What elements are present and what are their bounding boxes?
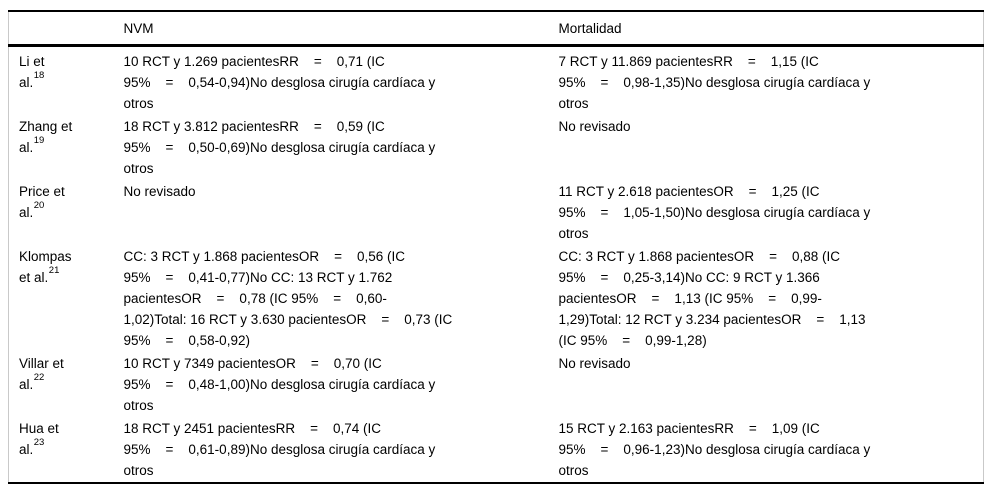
- study-label: Hua et al.: [19, 421, 59, 457]
- reference-superscript: 21: [48, 264, 60, 276]
- study-cell: Klompas et al.21: [9, 245, 114, 352]
- column-header-study: [9, 11, 114, 46]
- mortalidad-cell: CC: 3 RCT y 1.868 pacientesOR = 0,88 (IC…: [558, 249, 866, 348]
- study-comparison-table: NVM Mortalidad Li et al.18 10 RCT y 1.26…: [8, 10, 984, 484]
- study-cell: Zhang et al.19: [9, 115, 114, 180]
- reference-superscript: 18: [33, 69, 45, 81]
- reference-superscript: 22: [33, 371, 45, 383]
- mortalidad-cell: No revisado: [558, 119, 631, 134]
- study-label: Li et al.: [19, 54, 45, 90]
- table-row: Li et al.18 10 RCT y 1.269 pacientesRR =…: [9, 46, 984, 116]
- table-row: Villar et al.22 10 RCT y 7349 pacientesO…: [9, 352, 984, 417]
- table-row: Zhang et al.19 18 RCT y 3.812 pacientesR…: [9, 115, 984, 180]
- table-row: Hua et al.23 18 RCT y 2451 pacientesRR =…: [9, 417, 984, 483]
- reference-superscript: 19: [33, 134, 45, 146]
- study-label: Klompas et al.: [19, 249, 72, 285]
- header-row: NVM Mortalidad: [8, 11, 984, 46]
- study-cell: Li et al.18: [9, 46, 114, 116]
- nvm-cell: No revisado: [123, 184, 196, 199]
- mortalidad-cell: 7 RCT y 11.869 pacientesRR = 1,15 (IC 95…: [558, 54, 871, 111]
- mortalidad-cell: 11 RCT y 2.618 pacientesOR = 1,25 (IC 95…: [558, 184, 871, 241]
- nvm-cell: 10 RCT y 1.269 pacientesRR = 0,71 (IC 95…: [123, 54, 436, 111]
- nvm-cell: CC: 3 RCT y 1.868 pacientesOR = 0,56 (IC…: [123, 249, 453, 348]
- mortalidad-cell: 15 RCT y 2.163 pacientesRR = 1,09 (IC 95…: [558, 421, 871, 478]
- mortalidad-cell: No revisado: [558, 356, 631, 371]
- study-label: Zhang et al.: [19, 119, 73, 155]
- study-cell: Price et al.20: [9, 180, 114, 245]
- table-row: Price et al.20 No revisado 11 RCT y 2.61…: [9, 180, 984, 245]
- column-header-nvm: NVM: [123, 21, 154, 36]
- column-header-mortalidad: Mortalidad: [558, 21, 622, 36]
- reference-superscript: 20: [33, 199, 45, 211]
- study-cell: Villar et al.22: [9, 352, 114, 417]
- table-row: Klompas et al.21 CC: 3 RCT y 1.868 pacie…: [9, 245, 984, 352]
- nvm-cell: 10 RCT y 7349 pacientesOR = 0,70 (IC 95%…: [123, 356, 436, 413]
- study-label: Price et al.: [19, 184, 65, 220]
- nvm-cell: 18 RCT y 3.812 pacientesRR = 0,59 (IC 95…: [123, 119, 436, 176]
- study-comparison-table-container: NVM Mortalidad Li et al.18 10 RCT y 1.26…: [8, 10, 984, 484]
- study-label: Villar et al.: [19, 356, 64, 392]
- nvm-cell: 18 RCT y 2451 pacientesRR = 0,74 (IC 95%…: [123, 421, 436, 478]
- study-cell: Hua et al.23: [9, 417, 114, 483]
- reference-superscript: 23: [33, 436, 45, 448]
